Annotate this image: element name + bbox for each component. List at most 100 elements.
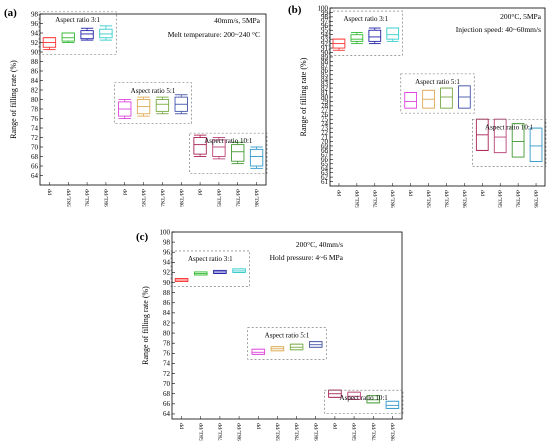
chart-panel-2: (b) 200°C, 5MPa Injection speed: 40~60mm/s… (288, 4, 547, 208)
group-label: Aspect ratio 3:1 (343, 15, 388, 23)
x-tick-label: 9KL/PP (104, 189, 110, 207)
box-5KL/PP (193, 271, 208, 276)
y-tick-label: 82 (31, 86, 39, 94)
box-9KL/PP (458, 85, 471, 109)
group-label: Aspect ratio 3:1 (188, 255, 233, 263)
x-tick-label: PP (256, 423, 262, 429)
y-tick-label: 62 (321, 173, 329, 181)
y-tick-label: 71 (321, 133, 329, 141)
y-tick-label: 90 (321, 49, 329, 57)
x-tick-label: 7KL/PP (373, 190, 379, 208)
group-outline (400, 73, 475, 114)
group-outline (189, 132, 268, 174)
box-9KL/PP (529, 127, 543, 162)
box-9KL/PP (386, 27, 400, 42)
box-body (529, 127, 543, 162)
y-tick-label: 100 (318, 4, 329, 12)
box-PP (332, 38, 346, 51)
box-5KL/PP (347, 391, 361, 400)
x-tick-label: 5KL/PP (142, 189, 148, 207)
box-9KL/PP (99, 25, 113, 41)
x-tick-label: PP (337, 190, 343, 196)
box-PP (118, 99, 132, 119)
x-tick-label: 5KL/PP (66, 189, 72, 207)
box-5KL/PP (493, 118, 507, 154)
group-label: Aspect ratio 5:1 (265, 332, 310, 340)
y-tick-label: 69 (321, 142, 329, 150)
y-tick-label: 88 (163, 289, 171, 297)
x-tick-label: PP (198, 189, 204, 195)
group-outline (114, 82, 192, 124)
box-body (511, 123, 525, 158)
group-label: Aspect ratio 10:1 (340, 394, 389, 402)
box-7KL/PP (511, 123, 525, 158)
y-tick-label: 91 (321, 44, 329, 52)
x-tick-label: 9KL/PP (314, 423, 320, 441)
y-tick-label: 64 (321, 165, 329, 173)
y-tick-label: 72 (321, 129, 329, 137)
group-outline (170, 250, 250, 287)
box-body (366, 395, 381, 404)
y-axis-label: Range of filling rate (%) (9, 60, 18, 139)
y-tick-label: 77 (321, 107, 329, 115)
x-tick-label: 7KL/PP (295, 423, 301, 441)
y-tick-label: 70 (31, 143, 39, 151)
x-tick-label: 5KL/PP (355, 190, 361, 208)
box-body (385, 400, 400, 409)
x-tick-label: 7KL/PP (371, 423, 377, 441)
x-tick-label: 5KL/PP (352, 423, 358, 441)
box-7KL/PP (368, 27, 382, 45)
x-tick-label: 5KL/PP (498, 190, 504, 208)
y-tick-label: 68 (163, 390, 171, 398)
y-tick-label: 80 (321, 93, 329, 101)
group-outline (472, 118, 547, 167)
box-PP (42, 37, 57, 51)
x-tick-label: 7KL/PP (236, 189, 242, 207)
group-label: Aspect ratio 5:1 (131, 87, 176, 95)
y-tick-label: 78 (321, 102, 329, 110)
y-tick-label: 80 (31, 96, 39, 104)
x-tick-label: PP (409, 190, 415, 196)
box-body (193, 137, 207, 155)
chart-panel-3: (c) 200°C, 40mm/s Hold pressure: 4~6 MPa 64… (136, 228, 404, 441)
y-tick-label: 94 (31, 29, 39, 37)
y-tick-label: 86 (31, 67, 39, 75)
x-tick-label: PP (123, 189, 129, 195)
box-9KL/PP (249, 146, 264, 169)
box-5KL/PP (350, 32, 364, 45)
box-PP (404, 92, 417, 109)
y-tick-label: 86 (321, 67, 329, 75)
y-tick-label: 74 (321, 120, 329, 128)
x-tick-label: 7KL/PP (85, 189, 91, 207)
box-body (368, 29, 382, 42)
y-tick-label: 66 (321, 156, 329, 164)
box-5KL/PP (136, 96, 151, 117)
x-tick-label: 9KL/PP (179, 189, 185, 207)
y-tick-label: 86 (163, 299, 171, 307)
y-tick-label: 83 (321, 80, 329, 88)
x-tick-label: 5KL/PP (217, 189, 223, 207)
group-label: Aspect ratio 10:1 (204, 137, 253, 145)
box-body (249, 148, 264, 167)
y-tick-label: 94 (163, 259, 171, 267)
panel-label: (a) (4, 7, 17, 19)
y-tick-label: 94 (321, 31, 329, 39)
y-axis-label: Range of filling rate (%) (299, 57, 308, 136)
y-tick-label: 82 (163, 319, 171, 327)
box-body (350, 34, 364, 42)
box-body (80, 30, 94, 40)
condition-text: 200°C, 5MPa (500, 12, 542, 21)
y-tick-label: 96 (321, 22, 329, 30)
y-tick-label: 99 (321, 9, 329, 17)
y-tick-label: 63 (321, 169, 329, 177)
box-PP (251, 348, 266, 355)
y-tick-label: 89 (321, 53, 329, 61)
y-tick-label: 68 (321, 147, 329, 155)
box-7KL/PP (213, 269, 227, 274)
y-tick-label: 85 (321, 71, 329, 79)
box-PP (328, 389, 342, 398)
box-5KL/PP (61, 32, 75, 43)
y-tick-label: 92 (321, 40, 329, 48)
box-body (155, 99, 170, 112)
y-tick-label: 92 (163, 269, 171, 277)
